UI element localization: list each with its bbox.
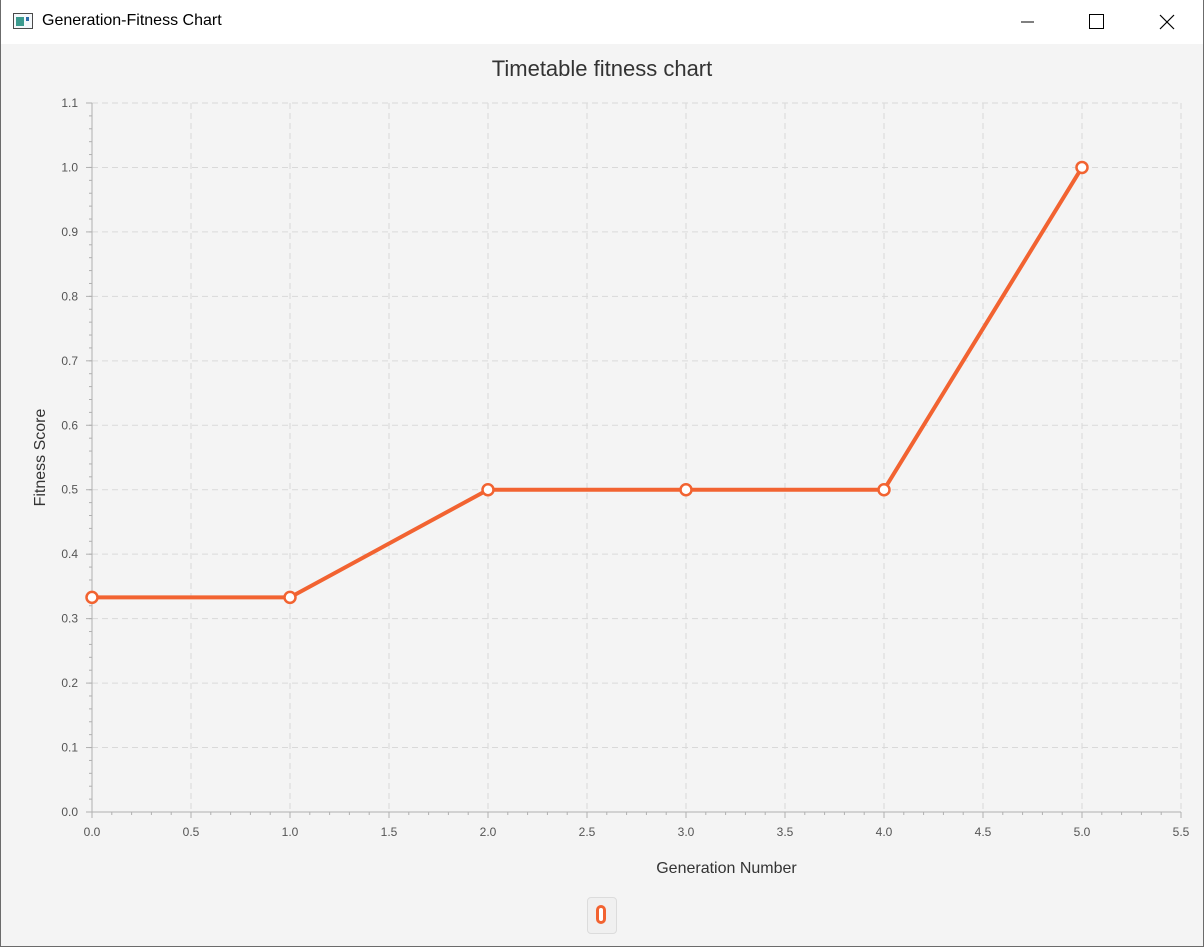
data-point xyxy=(85,590,99,605)
x-tick-label: 0.5 xyxy=(183,825,200,839)
series-line xyxy=(92,166,1084,600)
x-tick-label: 5.5 xyxy=(1173,825,1190,839)
y-tick-label: 0.7 xyxy=(61,354,78,368)
minimize-button[interactable] xyxy=(1004,0,1050,44)
x-tick-label: 2.0 xyxy=(480,825,497,839)
x-axis-label: Generation Number xyxy=(656,860,797,877)
data-point xyxy=(283,590,297,605)
x-tick-label: 4.5 xyxy=(975,825,992,839)
data-point xyxy=(877,482,891,497)
x-tick-label: 3.0 xyxy=(678,825,695,839)
title-bar[interactable]: Generation-Fitness Chart xyxy=(1,0,1203,44)
x-tick-label: 2.5 xyxy=(579,825,596,839)
y-tick-label: 1.1 xyxy=(61,96,78,110)
x-tick-label: 3.5 xyxy=(777,825,794,839)
y-axis-label: Fitness Score xyxy=(32,408,49,506)
y-tick-label: 0.5 xyxy=(61,483,78,497)
close-button[interactable] xyxy=(1143,0,1189,44)
close-icon xyxy=(1159,14,1175,30)
window-title: Generation-Fitness Chart xyxy=(42,12,222,29)
chart-title: Timetable fitness chart xyxy=(491,56,713,81)
minimize-icon xyxy=(1021,21,1034,23)
y-tick-label: 1.0 xyxy=(61,160,78,174)
x-tick-label: 0.0 xyxy=(84,825,101,839)
y-tick-label: 0.4 xyxy=(61,547,78,561)
line-chart: 0.0 0.5 1.0 1.5 2.0 2.5 3.0 3.5 4.0 4.5 5.0 5.5 0.0 0… xyxy=(32,96,1190,877)
app-icon xyxy=(13,13,33,29)
legend-symbol xyxy=(596,905,606,924)
legend-item[interactable]: 0 xyxy=(587,897,617,934)
data-point xyxy=(481,482,495,497)
x-tick-label: 4.0 xyxy=(876,825,893,839)
data-point xyxy=(1075,160,1089,175)
y-tick-label: 0.2 xyxy=(61,676,78,690)
y-tick-label: 0.8 xyxy=(61,289,78,303)
y-tick-label: 0.6 xyxy=(61,418,78,432)
y-tick-label: 0.3 xyxy=(61,612,78,626)
x-tick-label: 1.5 xyxy=(381,825,398,839)
y-tick-label: 0.0 xyxy=(61,805,78,819)
y-tick-label: 0.1 xyxy=(61,741,78,755)
maximize-icon xyxy=(1089,14,1104,29)
y-tick-label: 0.9 xyxy=(61,225,78,239)
data-point xyxy=(679,482,693,497)
x-tick-label: 1.0 xyxy=(282,825,299,839)
maximize-button[interactable] xyxy=(1073,0,1119,44)
x-tick-label: 5.0 xyxy=(1074,825,1091,839)
